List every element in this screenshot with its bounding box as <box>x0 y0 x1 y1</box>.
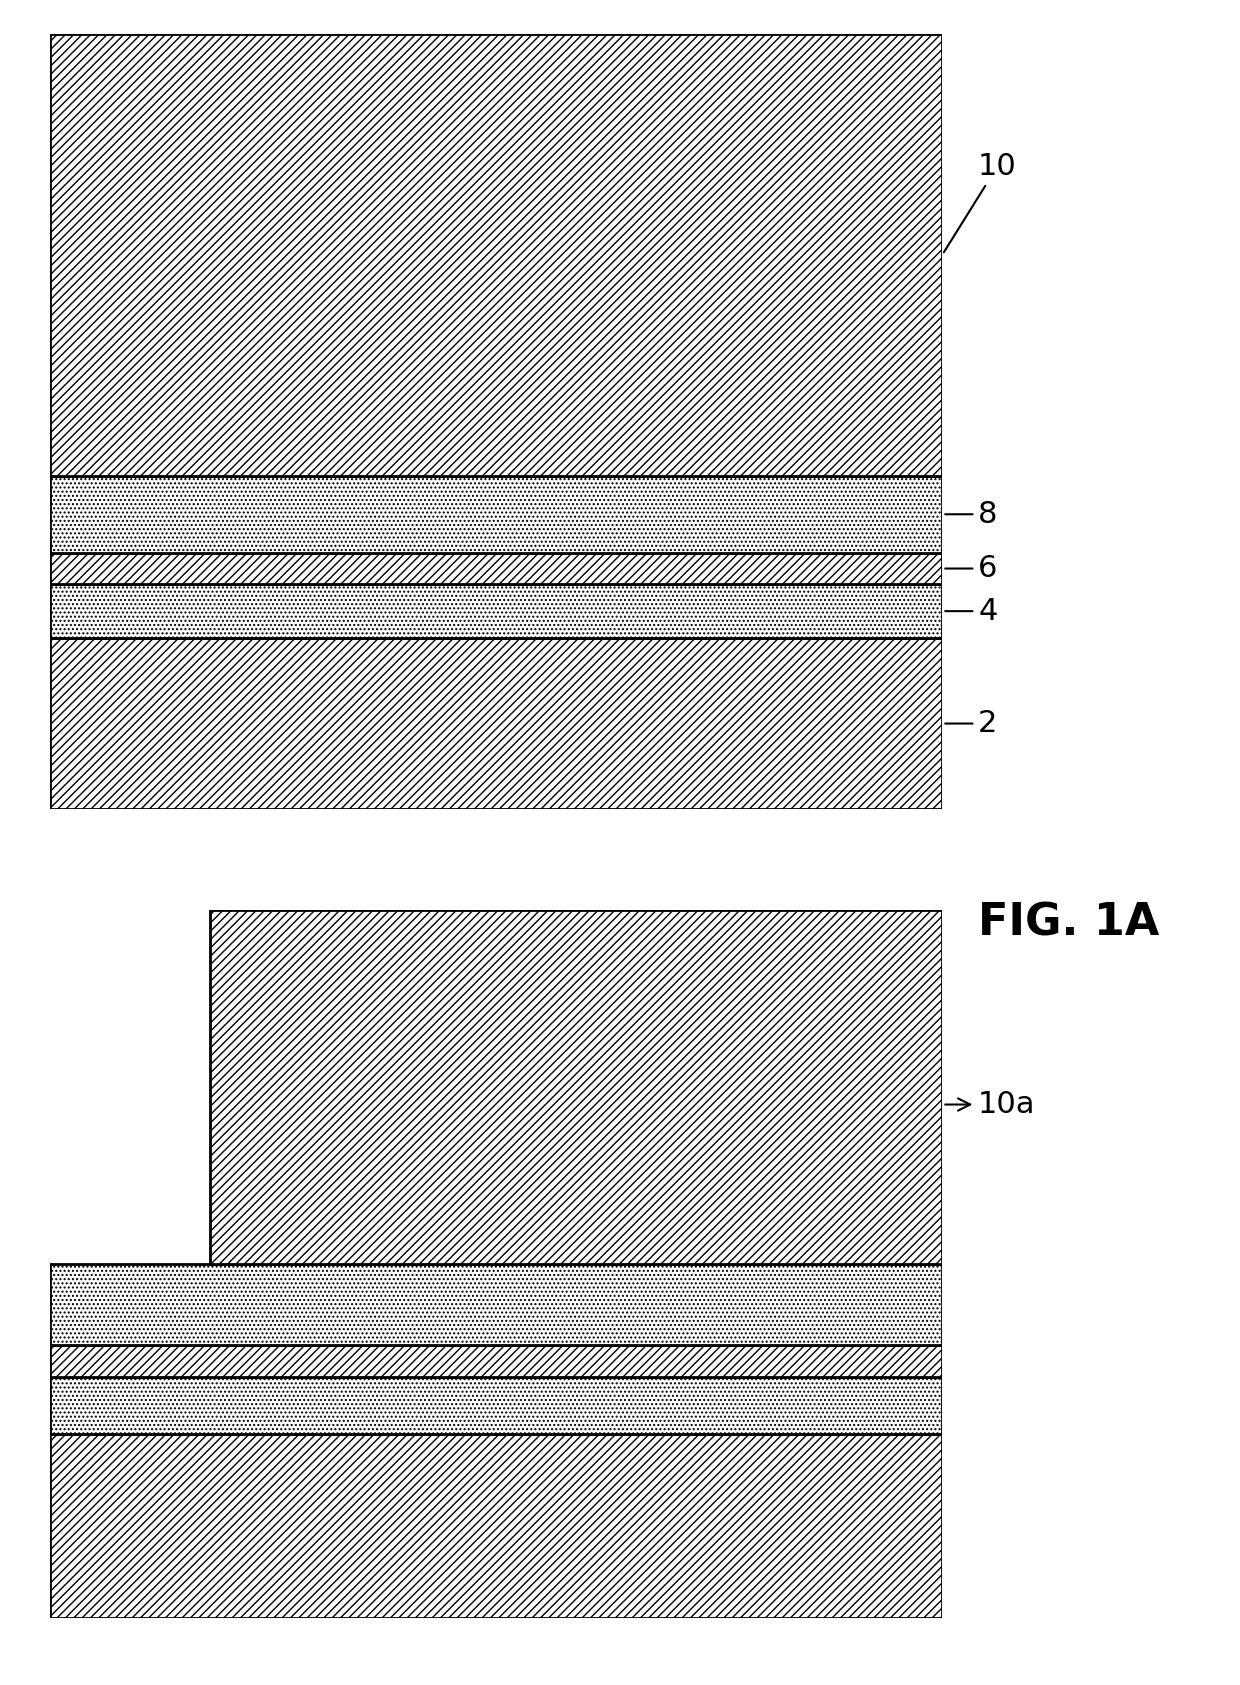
Text: 10a: 10a <box>945 1090 1035 1119</box>
Text: 6: 6 <box>945 554 997 583</box>
Bar <box>211 910 942 1264</box>
Text: 10: 10 <box>944 152 1017 253</box>
Bar <box>50 1377 942 1434</box>
Text: 4: 4 <box>945 596 997 625</box>
Bar <box>50 1345 942 1377</box>
Bar <box>50 1434 942 1618</box>
Bar <box>50 34 942 475</box>
Text: 2: 2 <box>945 709 997 738</box>
Bar <box>50 553 942 585</box>
Bar <box>50 639 942 809</box>
Bar <box>50 1264 942 1345</box>
Bar <box>50 475 942 553</box>
Text: 8: 8 <box>945 500 998 529</box>
Text: FIG. 1A: FIG. 1A <box>978 901 1159 945</box>
Bar <box>50 585 942 639</box>
